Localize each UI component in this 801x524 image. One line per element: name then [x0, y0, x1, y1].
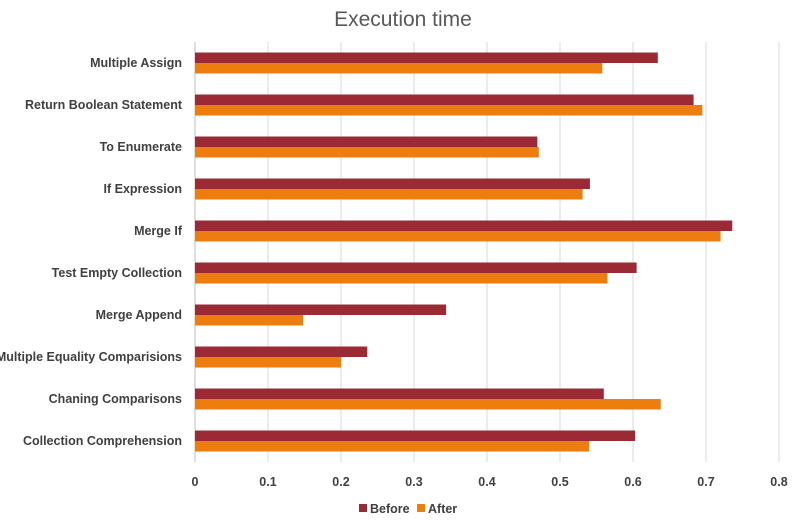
bar-after-5	[195, 273, 608, 284]
category-label: If Expression	[104, 182, 183, 196]
bar-after-6	[195, 315, 304, 326]
bar-before-6	[195, 304, 447, 315]
chart-title: Execution time	[334, 8, 472, 31]
bar-after-7	[195, 357, 341, 368]
bar-before-7	[195, 346, 368, 357]
bar-before-1	[195, 94, 694, 105]
bar-after-1	[195, 105, 703, 116]
category-label: Merge Append	[96, 308, 182, 322]
category-label: Return Boolean Statement	[25, 98, 183, 112]
legend-swatch-after	[417, 504, 425, 512]
legend-label-after: After	[428, 502, 457, 516]
bar-after-9	[195, 441, 590, 452]
x-tick-label: 0	[192, 475, 199, 489]
bar-before-4	[195, 220, 733, 231]
category-label: Multiple Assign	[90, 56, 182, 70]
x-tick-label: 0.2	[332, 475, 349, 489]
x-tick-labels: 0 0.1 0.2 0.3 0.4 0.5 0.6 0.7 0.8	[192, 475, 788, 489]
x-tick-label: 0.4	[478, 475, 495, 489]
bar-before-2	[195, 136, 538, 147]
bar-before-0	[195, 52, 658, 63]
bars	[195, 52, 733, 452]
bar-before-8	[195, 388, 604, 399]
bar-after-8	[195, 399, 661, 410]
x-tick-label: 0.3	[405, 475, 422, 489]
x-tick-label: 0.6	[624, 475, 641, 489]
bar-after-3	[195, 189, 583, 200]
bar-after-0	[195, 63, 603, 74]
category-label: Test Empty Collection	[52, 266, 182, 280]
legend: Before After	[359, 502, 457, 516]
legend-label-before: Before	[370, 502, 410, 516]
legend-swatch-before	[359, 504, 367, 512]
category-label: Chaning Comparisons	[49, 392, 182, 406]
category-labels: Multiple Assign Return Boolean Statement T…	[0, 56, 183, 448]
category-label: Merge If	[134, 224, 183, 238]
bar-before-3	[195, 178, 590, 189]
bar-before-5	[195, 262, 637, 273]
bar-after-2	[195, 147, 539, 158]
category-label: Multiple Equality Comparisions	[0, 350, 182, 364]
category-label: To Enumerate	[100, 140, 182, 154]
bar-after-4	[195, 231, 721, 242]
category-label: Collection Comprehension	[23, 434, 182, 448]
x-tick-label: 0.8	[770, 475, 787, 489]
x-tick-label: 0.1	[259, 475, 276, 489]
x-tick-label: 0.7	[697, 475, 714, 489]
x-tick-label: 0.5	[551, 475, 568, 489]
bar-before-9	[195, 430, 636, 441]
